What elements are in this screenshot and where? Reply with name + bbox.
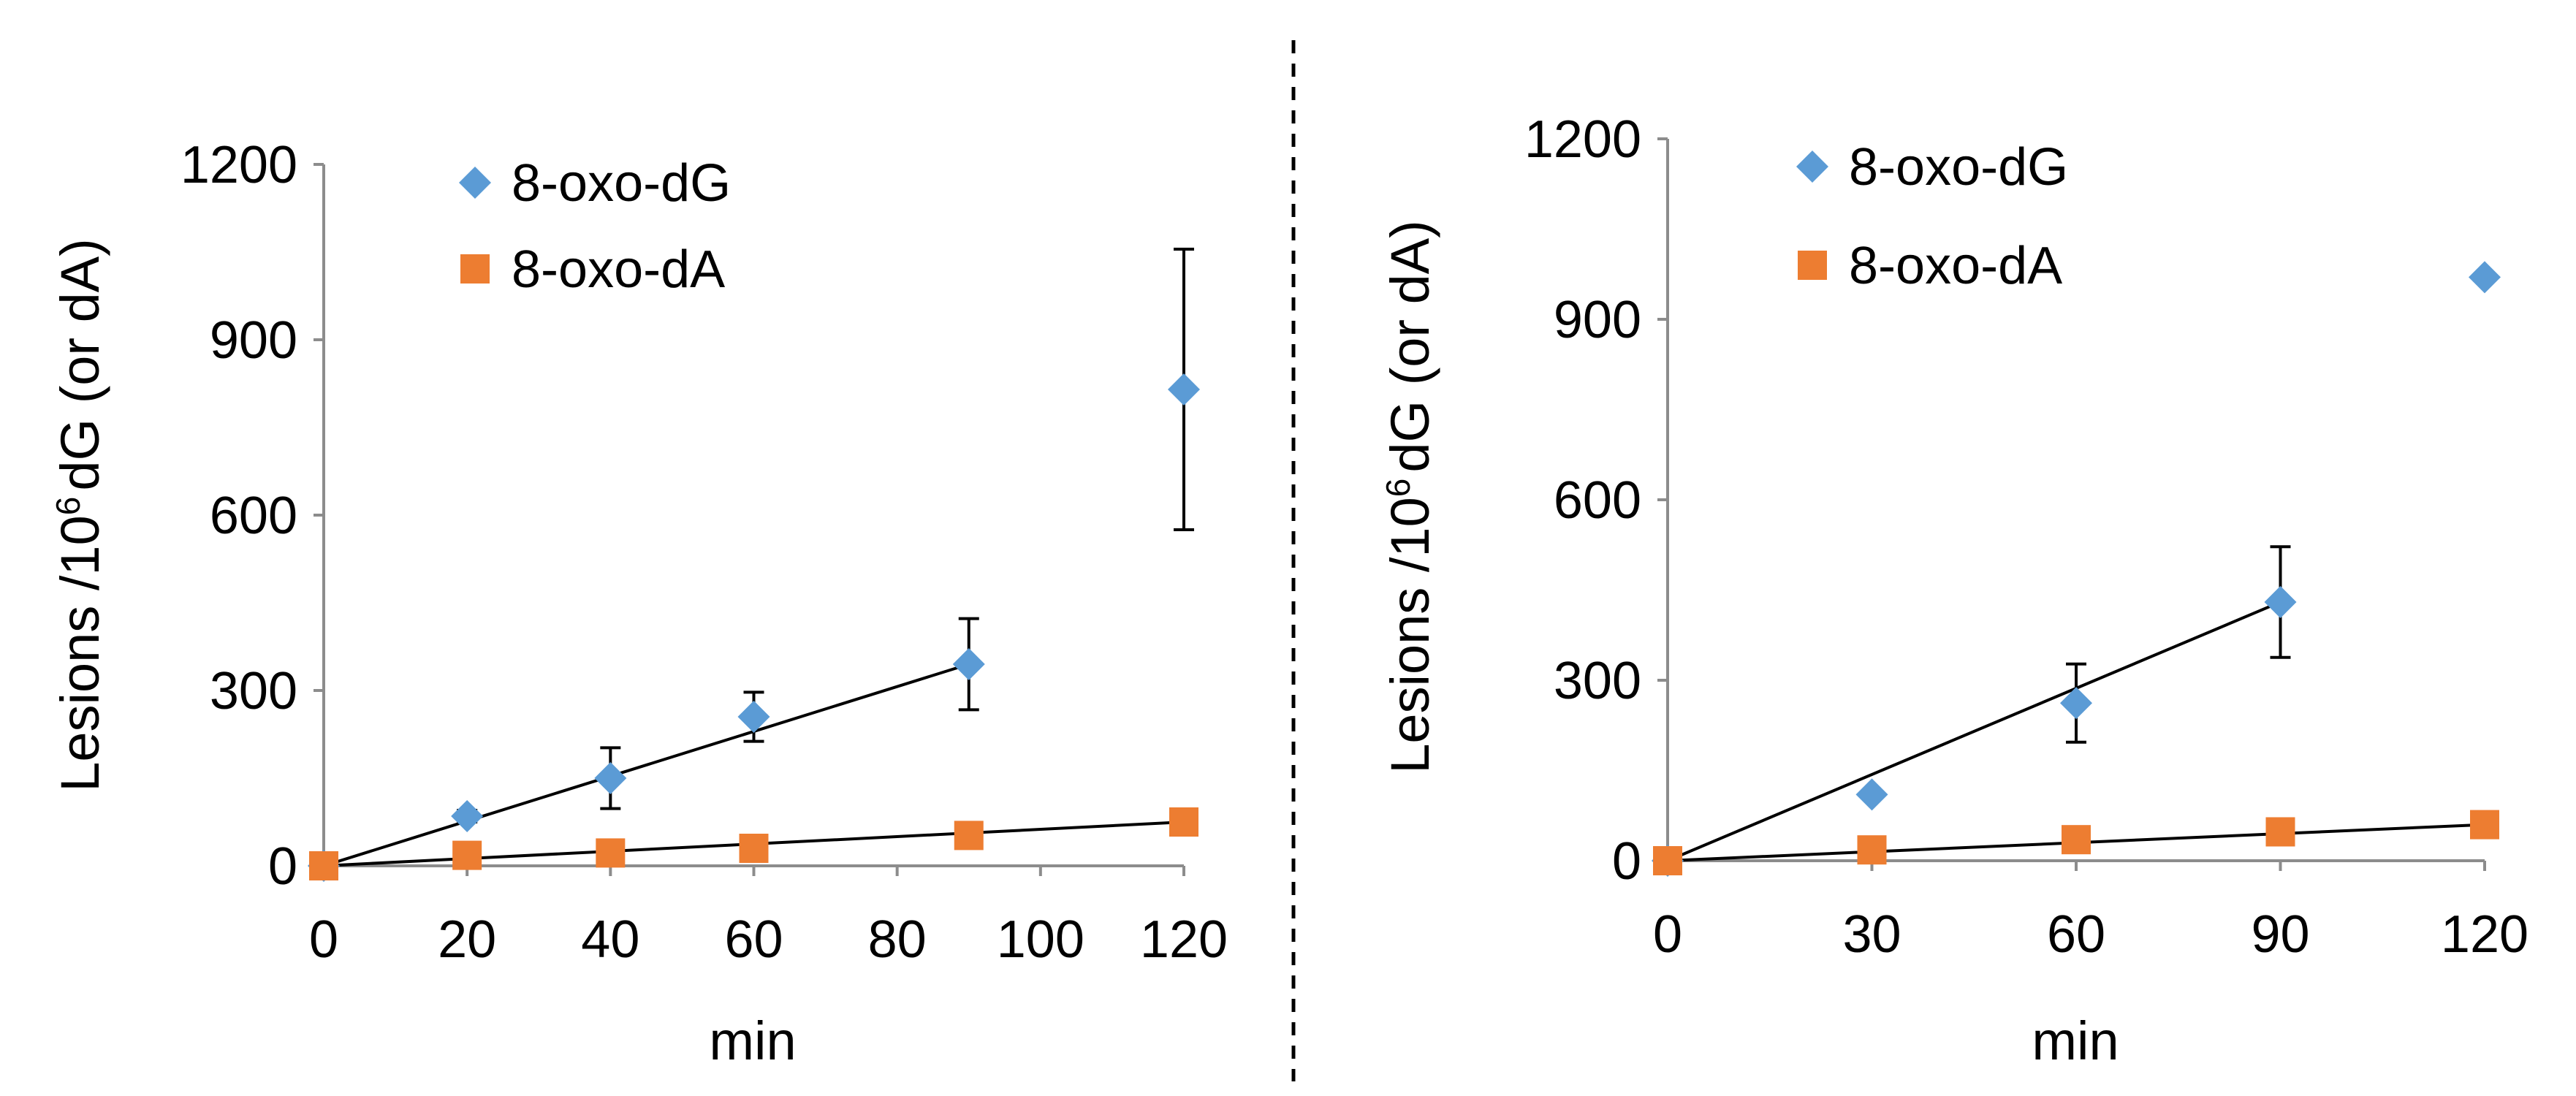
left-point-8-oxo-da bbox=[596, 838, 626, 868]
right-legend-label-8-oxo-da: 8-oxo-dA bbox=[1849, 237, 2062, 295]
left-point-8-oxo-da bbox=[954, 821, 984, 850]
right-data-points bbox=[1652, 261, 2501, 877]
right-y-tick-label: 900 bbox=[1554, 291, 1641, 349]
left-y-tick-label: 900 bbox=[210, 311, 297, 370]
right-point-8-oxo-da bbox=[2062, 825, 2091, 855]
left-point-8-oxo-dg bbox=[451, 800, 484, 832]
right-y-tick-label: 0 bbox=[1612, 832, 1641, 891]
left-legend-label-8-oxo-dg: 8-oxo-dG bbox=[512, 154, 731, 213]
right-point-8-oxo-dg bbox=[2060, 687, 2092, 720]
left-x-tick-label: 40 bbox=[581, 910, 639, 969]
right-y-tick-label: 300 bbox=[1554, 652, 1641, 710]
left-point-8-oxo-dg bbox=[1168, 373, 1200, 406]
right-point-8-oxo-dg bbox=[2264, 585, 2297, 618]
right-point-8-oxo-da bbox=[2470, 810, 2499, 840]
left-trendline-8-oxo-dg bbox=[323, 663, 970, 867]
right-y-axis-title-main: Lesions /10 bbox=[1380, 497, 1440, 774]
left-x-tick-label: 60 bbox=[724, 910, 783, 969]
left-data-points bbox=[308, 373, 1200, 882]
left-point-8-oxo-da bbox=[309, 851, 338, 880]
right-y-axis-title: Lesions /106 dG (or dA) bbox=[1379, 220, 1440, 774]
right-point-8-oxo-da bbox=[1653, 846, 1682, 875]
left-y-axis-title-main: Lesions /10 bbox=[50, 515, 110, 792]
left-error-bars bbox=[457, 248, 1194, 823]
right-legend-marker-8-oxo-da bbox=[1798, 251, 1827, 280]
left-y-tick-label: 300 bbox=[210, 662, 297, 720]
left-y-axis-title: Lesions /106 dG (or dA) bbox=[49, 238, 110, 792]
left-y-axis-title-sup: 6 bbox=[49, 497, 87, 516]
left-y-tick-label: 1200 bbox=[181, 136, 297, 194]
left-x-tick-label: 0 bbox=[309, 910, 338, 969]
right-legend: 8-oxo-dG 8-oxo-dA bbox=[1796, 138, 2068, 295]
right-point-8-oxo-da bbox=[1857, 835, 1887, 865]
right-legend-label-8-oxo-dg: 8-oxo-dG bbox=[1849, 138, 2068, 197]
left-legend-marker-8-oxo-da bbox=[460, 254, 490, 283]
right-y-tick-label: 600 bbox=[1554, 471, 1641, 530]
right-point-8-oxo-dg bbox=[2469, 261, 2501, 294]
left-point-8-oxo-da bbox=[452, 840, 482, 870]
left-point-8-oxo-dg bbox=[594, 762, 627, 794]
left-x-tick-label: 80 bbox=[868, 910, 927, 969]
left-legend: 8-oxo-dG 8-oxo-dA bbox=[459, 154, 731, 299]
left-point-8-oxo-dg bbox=[952, 648, 985, 680]
left-y-tick-label: 600 bbox=[210, 487, 297, 545]
left-legend-marker-8-oxo-dg bbox=[459, 167, 491, 199]
right-y-axis-title-sup: 6 bbox=[1379, 479, 1417, 498]
right-legend-marker-8-oxo-dg bbox=[1796, 151, 1828, 183]
left-legend-label-8-oxo-da: 8-oxo-dA bbox=[512, 240, 725, 299]
right-x-tick-label: 60 bbox=[2047, 905, 2105, 964]
right-x-tick-label: 120 bbox=[2441, 905, 2528, 964]
right-x-tick-label: 30 bbox=[1842, 905, 1901, 964]
left-x-tick-label: 20 bbox=[438, 910, 496, 969]
left-y-tick-label: 0 bbox=[268, 837, 297, 896]
left-point-8-oxo-da bbox=[1169, 807, 1198, 837]
left-x-tick-label: 100 bbox=[997, 910, 1084, 969]
left-x-axis-title: min bbox=[709, 1011, 796, 1071]
right-y-axis-title-rest: dG (or dA) bbox=[1380, 220, 1440, 472]
left-point-8-oxo-da bbox=[739, 834, 769, 863]
left-point-8-oxo-dg bbox=[737, 701, 770, 733]
right-x-axis-title: min bbox=[2032, 1011, 2119, 1071]
right-point-8-oxo-da bbox=[2265, 817, 2295, 847]
left-x-tick-label: 120 bbox=[1140, 910, 1228, 969]
left-y-axis-title-rest: dG (or dA) bbox=[50, 238, 110, 490]
left-axes: 0 300 600 900 1200 0 20 40 60 80 100 120 bbox=[181, 136, 1228, 969]
right-trendline-8-oxo-dg bbox=[1667, 601, 2281, 862]
right-axes: 0 300 600 900 1200 0 30 60 90 120 bbox=[1524, 110, 2528, 964]
right-y-tick-label: 1200 bbox=[1524, 110, 1641, 169]
right-point-8-oxo-dg bbox=[1855, 778, 1888, 811]
right-x-tick-label: 0 bbox=[1653, 905, 1682, 964]
right-x-tick-label: 90 bbox=[2251, 905, 2309, 964]
